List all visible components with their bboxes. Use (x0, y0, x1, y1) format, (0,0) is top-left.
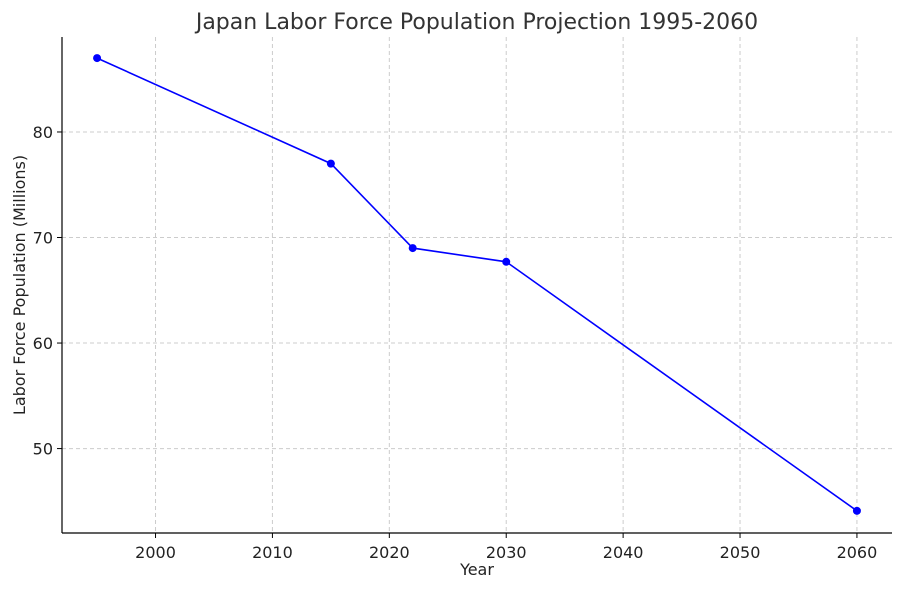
data-point (852, 506, 861, 515)
y-tick-label: 70 (33, 229, 53, 248)
series (93, 54, 861, 515)
data-point (408, 244, 417, 253)
y-tick-label: 60 (33, 334, 53, 353)
x-tick-label: 2030 (486, 543, 527, 562)
x-axis-label: Year (459, 560, 494, 579)
series-line (96, 57, 858, 512)
y-tick-label: 50 (33, 440, 53, 459)
x-tick-label: 2060 (837, 543, 878, 562)
ticks: 2000 2010 2020 2030 2040 2050 2060 50 60 70 80 (33, 123, 878, 562)
chart-title: Japan Labor Force Population Projection … (194, 10, 758, 35)
x-tick-label: 2020 (369, 543, 410, 562)
data-point (326, 159, 335, 168)
y-axis-label: Labor Force Population (Millions) (10, 155, 29, 415)
axes (61, 37, 892, 534)
grid (62, 37, 892, 533)
x-tick-label: 2040 (603, 543, 644, 562)
x-tick-label: 2010 (252, 543, 293, 562)
data-point (93, 54, 102, 63)
x-tick-label: 2000 (135, 543, 176, 562)
data-point (502, 257, 511, 266)
x-tick-label: 2050 (720, 543, 761, 562)
y-tick-label: 80 (33, 123, 53, 142)
